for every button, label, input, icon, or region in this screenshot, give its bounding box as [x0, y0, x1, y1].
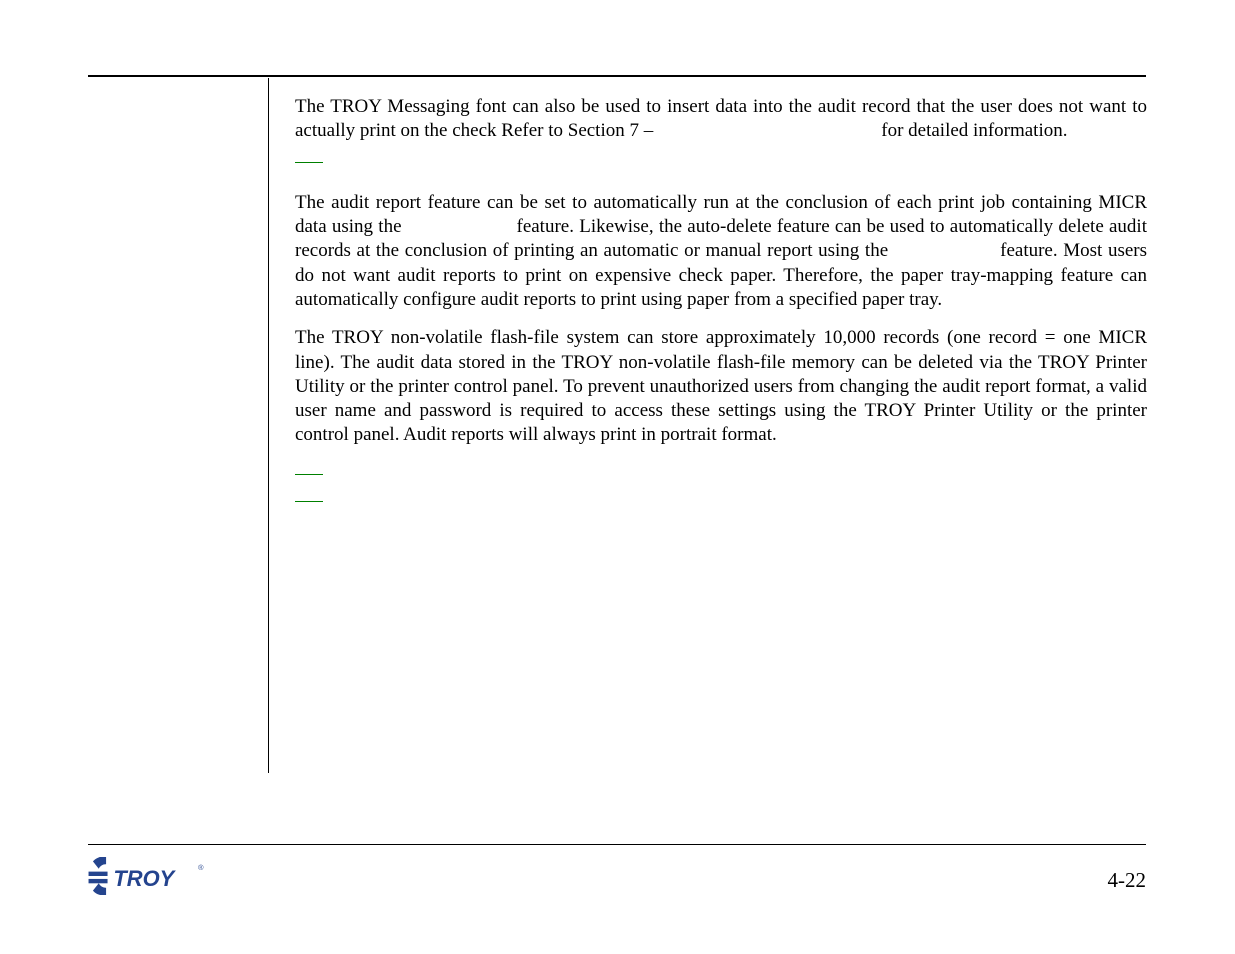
accent-dash-group — [295, 474, 1147, 502]
footer-horizontal-rule — [88, 844, 1146, 845]
troy-logo-svg: TROY ® — [88, 857, 206, 895]
accent-dash-3 — [295, 501, 323, 502]
paragraph-3: The TROY non-volatile flash-file system … — [295, 326, 1147, 448]
paragraph-1: The TROY Messaging font can also be used… — [295, 95, 1147, 144]
page-number: 4-22 — [1108, 868, 1147, 893]
svg-text:TROY: TROY — [113, 866, 176, 891]
accent-dash-1 — [295, 162, 323, 163]
vertical-rule — [268, 78, 269, 773]
page: The TROY Messaging font can also be used… — [0, 0, 1235, 954]
paragraph-2: The audit report feature can be set to a… — [295, 191, 1147, 313]
top-horizontal-rule — [88, 75, 1146, 77]
accent-dash-2 — [295, 474, 323, 475]
troy-logo: TROY ® — [88, 857, 206, 895]
svg-text:®: ® — [198, 863, 204, 872]
paragraph-1-text-b: for detailed information. — [877, 120, 1068, 141]
body-content: The TROY Messaging font can also be used… — [295, 95, 1147, 528]
